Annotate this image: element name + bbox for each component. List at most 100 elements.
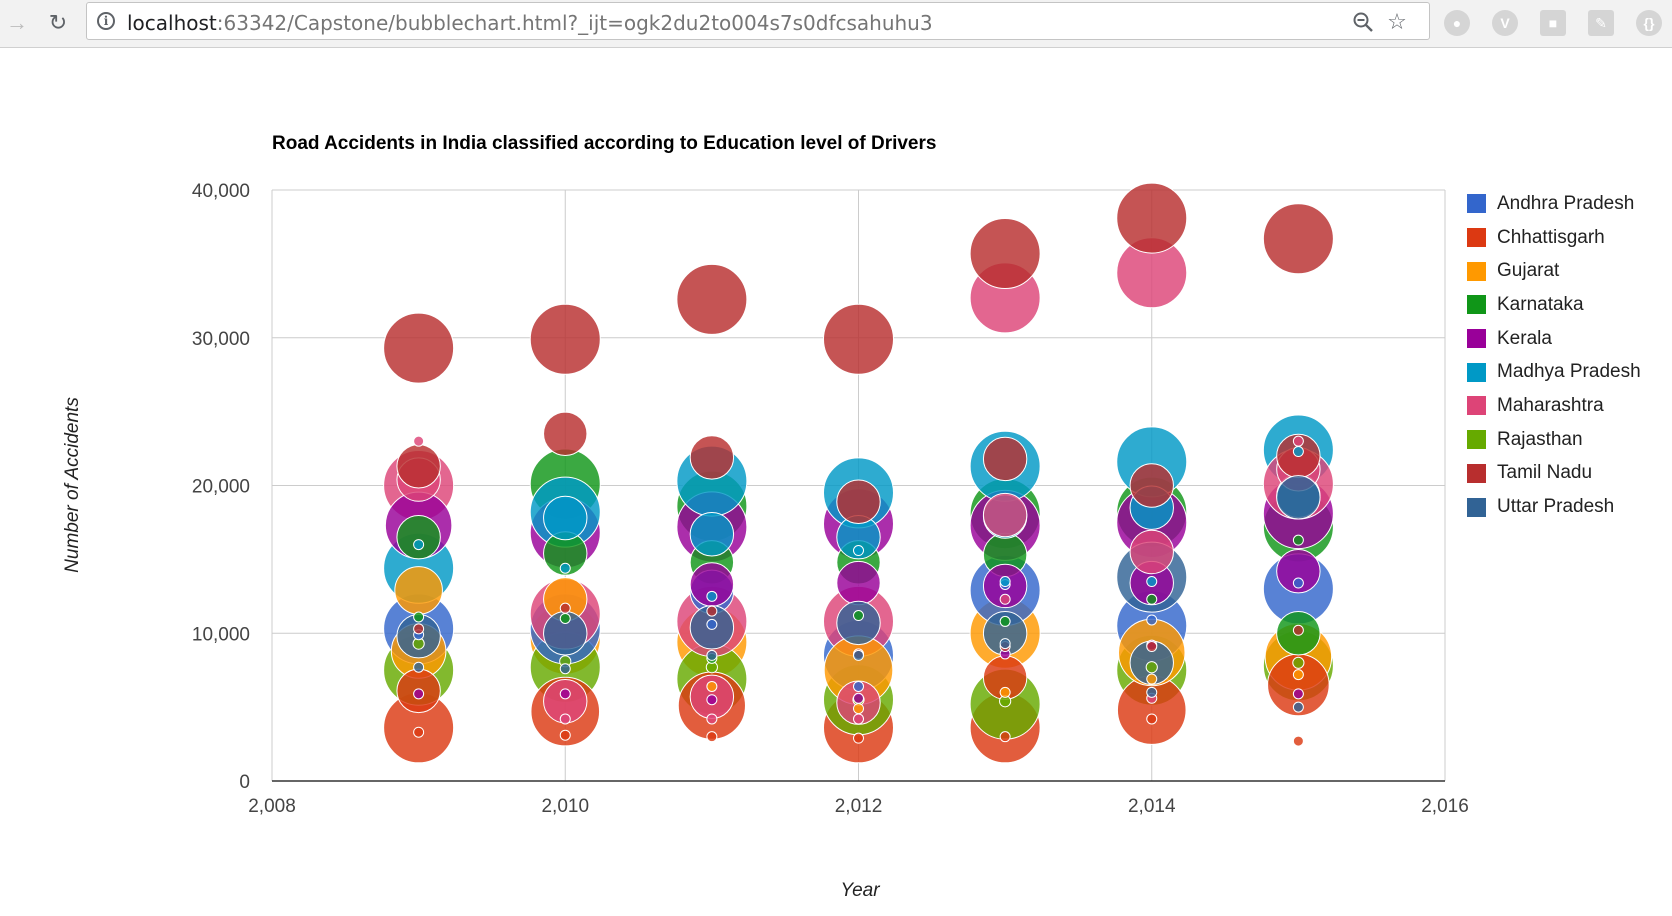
bubble-maharashtra[interactable] xyxy=(853,713,864,725)
legend-item-uttar-pradesh[interactable]: Uttar Pradesh xyxy=(1467,490,1641,524)
bubble-maharashtra[interactable] xyxy=(982,492,1028,538)
zoom-out-icon[interactable] xyxy=(1351,10,1375,34)
reload-icon[interactable]: ↻ xyxy=(48,10,68,35)
legend-item-karnataka[interactable]: Karnataka xyxy=(1467,288,1641,322)
bubble-andhra-pradesh[interactable] xyxy=(1292,577,1304,589)
bubble-uttar-pradesh[interactable] xyxy=(1146,686,1158,698)
mask-extension-icon[interactable]: ● xyxy=(1444,10,1470,36)
bubble-karnataka[interactable] xyxy=(559,612,571,624)
bubble-kerala[interactable] xyxy=(706,694,718,706)
legend-item-chhattisgarh[interactable]: Chhattisgarh xyxy=(1467,221,1641,255)
bubble-chhattisgarh[interactable] xyxy=(1146,713,1158,725)
bubble-tamil-nadu[interactable] xyxy=(969,218,1041,290)
bubble-tamil-nadu[interactable] xyxy=(706,605,718,617)
bubble-maharashtra[interactable] xyxy=(1292,435,1304,447)
info-icon[interactable]: i xyxy=(97,12,115,30)
back-arrow-icon[interactable]: → xyxy=(6,10,28,35)
bubble-maharashtra[interactable] xyxy=(413,435,425,447)
v-extension-icon[interactable]: V xyxy=(1492,10,1518,36)
bubble-tamil-nadu[interactable] xyxy=(1146,641,1158,653)
bubble-madhya-pradesh[interactable] xyxy=(689,512,735,557)
bubble-karnataka[interactable] xyxy=(1146,593,1158,605)
bubble-chhattisgarh[interactable] xyxy=(853,732,864,744)
bubble-tamil-nadu[interactable] xyxy=(1129,463,1174,508)
legend-item-tamil-nadu[interactable]: Tamil Nadu xyxy=(1467,457,1641,491)
bubble-tamil-nadu[interactable] xyxy=(823,303,894,375)
code-extension-icon[interactable]: {} xyxy=(1636,10,1662,36)
bubble-andhra-pradesh[interactable] xyxy=(706,618,718,630)
bubble-madhya-pradesh[interactable] xyxy=(559,562,571,574)
bubble-maharashtra[interactable] xyxy=(559,713,571,725)
bubble-kerala[interactable] xyxy=(413,688,425,700)
bubble-karnataka[interactable] xyxy=(999,615,1011,627)
bubble-madhya-pradesh[interactable] xyxy=(543,495,588,541)
bubble-kerala[interactable] xyxy=(836,560,881,606)
bubble-tamil-nadu[interactable] xyxy=(676,263,748,335)
lock-extension-icon[interactable]: ■ xyxy=(1540,10,1566,36)
legend-item-andhra-pradesh[interactable]: Andhra Pradesh xyxy=(1467,187,1641,221)
bubble-madhya-pradesh[interactable] xyxy=(1146,576,1158,588)
bubble-rajasthan[interactable] xyxy=(1292,656,1305,669)
bubble-karnataka[interactable] xyxy=(396,515,441,560)
bubble-tamil-nadu[interactable] xyxy=(982,436,1028,482)
bubble-kerala[interactable] xyxy=(1276,548,1321,594)
bubble-uttar-pradesh[interactable] xyxy=(1292,701,1304,713)
bubble-maharashtra[interactable] xyxy=(706,713,718,725)
bubble-gujarat[interactable] xyxy=(853,703,864,715)
y-tick-label: 10,000 xyxy=(192,624,250,645)
bubble-maharashtra[interactable] xyxy=(1129,529,1174,575)
bubble-gujarat[interactable] xyxy=(706,680,718,692)
bubble-maharashtra[interactable] xyxy=(999,593,1011,605)
bubble-madhya-pradesh[interactable] xyxy=(413,539,425,551)
bubble-chhattisgarh[interactable] xyxy=(413,726,425,738)
bubble-tamil-nadu[interactable] xyxy=(1292,624,1304,636)
bubble-uttar-pradesh[interactable] xyxy=(999,638,1011,650)
bubble-tamil-nadu[interactable] xyxy=(383,312,455,384)
legend-item-madhya-pradesh[interactable]: Madhya Pradesh xyxy=(1467,355,1641,389)
bubble-tamil-nadu[interactable] xyxy=(543,411,588,456)
bubble-uttar-pradesh[interactable] xyxy=(1276,475,1321,520)
bubble-uttar-pradesh[interactable] xyxy=(559,663,571,675)
bubble-tamil-nadu[interactable] xyxy=(559,602,571,614)
star-icon[interactable]: ☆ xyxy=(1387,9,1407,34)
address-bar[interactable]: i localhost:63342/Capstone/bubblechart.h… xyxy=(86,2,1430,40)
bubble-gujarat[interactable] xyxy=(999,686,1011,698)
bubble-uttar-pradesh[interactable] xyxy=(853,649,864,661)
bubble-uttar-pradesh[interactable] xyxy=(706,649,718,661)
bubble-madhya-pradesh[interactable] xyxy=(853,545,864,557)
bubble-andhra-pradesh[interactable] xyxy=(853,680,864,692)
bubble-uttar-pradesh[interactable] xyxy=(413,661,425,673)
bubble-andhra-pradesh[interactable] xyxy=(1146,614,1158,626)
bubble-chhattisgarh[interactable] xyxy=(1292,735,1304,747)
bubble-tamil-nadu[interactable] xyxy=(836,479,881,524)
bubble-chhattisgarh[interactable] xyxy=(706,731,718,743)
legend-item-gujarat[interactable]: Gujarat xyxy=(1467,254,1641,288)
bubble-karnataka[interactable] xyxy=(853,610,864,622)
bubble-chhattisgarh[interactable] xyxy=(999,731,1011,743)
bubble-tamil-nadu[interactable] xyxy=(413,623,425,635)
legend-item-kerala[interactable]: Kerala xyxy=(1467,322,1641,356)
bubble-kerala[interactable] xyxy=(853,692,864,704)
pdf-extension-icon[interactable]: ✎ xyxy=(1588,10,1614,36)
bubble-kerala[interactable] xyxy=(1292,688,1304,700)
legend-item-rajasthan[interactable]: Rajasthan xyxy=(1467,423,1641,457)
bubble-tamil-nadu[interactable] xyxy=(1262,203,1334,275)
bubble-gujarat[interactable] xyxy=(1292,669,1304,681)
bubble-gujarat[interactable] xyxy=(1146,673,1158,685)
bubble-madhya-pradesh[interactable] xyxy=(1292,446,1304,458)
bubble-kerala[interactable] xyxy=(559,688,571,700)
bubble-rajasthan[interactable] xyxy=(1145,661,1158,674)
bubble-chhattisgarh[interactable] xyxy=(559,729,571,741)
bubble-madhya-pradesh[interactable] xyxy=(706,590,718,602)
bubble-gujarat[interactable] xyxy=(394,566,443,615)
bubble-tamil-nadu[interactable] xyxy=(689,435,735,480)
bubble-karnataka[interactable] xyxy=(413,611,425,623)
bubble-tamil-nadu[interactable] xyxy=(1116,182,1188,254)
bubble-karnataka[interactable] xyxy=(1292,534,1304,546)
bubble-tamil-nadu[interactable] xyxy=(396,444,441,489)
bubble-uttar-pradesh[interactable] xyxy=(836,600,881,646)
bubble-tamil-nadu[interactable] xyxy=(529,303,601,375)
legend-item-maharashtra[interactable]: Maharashtra xyxy=(1467,389,1641,423)
bubble-madhya-pradesh[interactable] xyxy=(999,576,1011,588)
url-text[interactable]: localhost:63342/Capstone/bubblechart.htm… xyxy=(127,11,933,35)
